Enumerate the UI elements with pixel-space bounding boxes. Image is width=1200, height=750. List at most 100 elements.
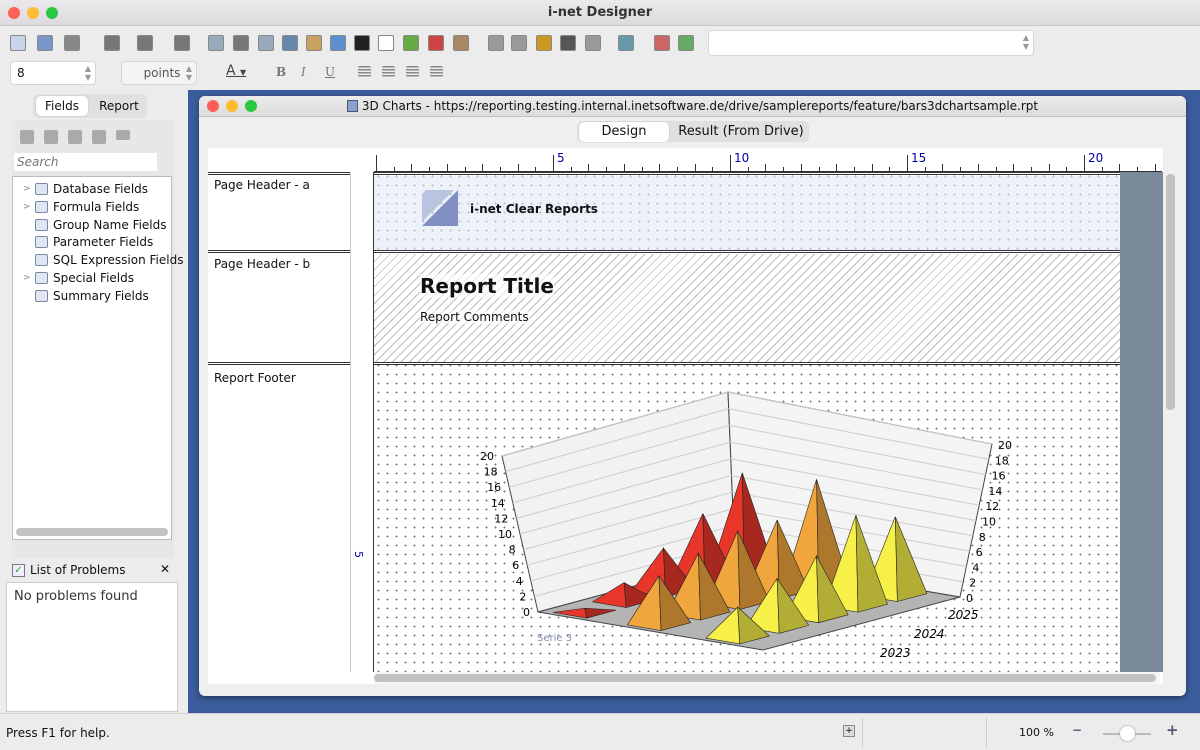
chart-icon[interactable] [330,35,346,51]
image-icon[interactable] [403,35,419,51]
sort-icon[interactable] [560,35,576,51]
edit-field-icon[interactable] [44,130,58,144]
tab-fields[interactable]: Fields [36,96,88,116]
gridline [509,424,986,488]
tree-item[interactable]: SQL Expression Fields [35,251,183,269]
search-input[interactable] [14,153,157,171]
hierarchy-icon[interactable] [618,35,634,51]
expand-arrow-icon[interactable]: > [23,201,31,212]
check-icon[interactable] [678,35,694,51]
font-size-field[interactable]: 8 ▲ ▼ [10,61,96,85]
group-icon[interactable] [233,35,249,51]
open-icon[interactable] [37,35,53,51]
vertical-scrollbar[interactable] [1166,174,1175,410]
new-window-icon[interactable]: + [843,725,855,737]
duplicate-field-icon[interactable] [92,130,106,144]
font-color-button[interactable]: A ▼ [226,63,247,79]
tab-report[interactable]: Report [99,99,139,113]
ruler-tick [712,167,714,171]
report-comments-field[interactable]: Report Comments [420,310,529,324]
align-right-icon[interactable] [406,66,419,77]
crosstab-icon[interactable] [282,35,298,51]
y-tick-label-left: 2 [519,590,526,603]
ruler-tick [871,164,873,171]
box-field-icon[interactable] [306,35,322,51]
ruler-label: 5 [557,151,565,165]
line-icon[interactable] [354,35,370,51]
3d-chart[interactable]: 0022446688101012121414161618182020202520… [374,366,1120,672]
document-title: 3D Charts - https://reporting.testing.in… [361,99,1039,113]
tree-item[interactable]: > Formula Fields [23,199,140,214]
text-field-icon[interactable] [208,35,224,51]
format-painter-icon[interactable] [174,35,190,51]
section-label-page-header-a[interactable]: Page Header - a [214,178,310,192]
subreport-icon[interactable] [258,35,274,51]
expand-arrow-icon[interactable]: > [23,273,31,283]
y-tick-label-right: 0 [966,592,973,605]
problems-message: No problems found [6,582,178,712]
maximize-doc-button[interactable] [245,100,257,112]
help-text: Press F1 for help. [6,726,110,740]
zoom-out-button[interactable]: − [1072,723,1083,737]
redo-icon[interactable] [137,35,153,51]
tree-item[interactable]: > Special Fields [23,271,134,285]
new-icon[interactable] [10,35,26,51]
properties-icon[interactable] [654,35,670,51]
section-icon[interactable] [488,35,504,51]
save-icon[interactable] [64,35,80,51]
unit-select[interactable]: points ▲ ▼ [121,61,197,85]
record-icon[interactable] [585,35,601,51]
key-icon[interactable] [536,35,552,51]
tree-item[interactable]: Parameter Fields [35,233,153,251]
rectangle-icon[interactable] [378,35,394,51]
tree-item[interactable]: Group Name Fields [35,216,167,234]
delete-field-icon[interactable] [68,130,82,144]
zoom-value: 100 % [1019,726,1054,739]
database-icon[interactable] [453,35,469,51]
align-left-icon[interactable] [358,66,371,77]
close-icon[interactable]: ✕ [160,562,171,576]
tree-item[interactable]: Summary Fields [35,287,149,305]
vertical-ruler: 5 [350,172,374,672]
close-doc-button[interactable] [207,100,219,112]
logo-icon [422,190,458,226]
minimize-window-button[interactable] [27,7,39,19]
tab-result[interactable]: Result (From Drive) [678,124,804,139]
justify-icon[interactable] [430,66,443,77]
series-label: Serie 3 [537,633,572,644]
section-label-page-header-b[interactable]: Page Header - b [214,257,311,271]
report-title-field[interactable]: Report Title [420,274,554,298]
zoom-slider-handle[interactable] [1120,726,1135,741]
ruler-tick [1066,167,1068,171]
section-label-report-footer[interactable]: Report Footer [214,371,296,385]
y-tick-label-right: 18 [995,454,1009,467]
align-center-icon[interactable] [382,66,395,77]
ruler-tick [960,167,962,171]
checklist-icon: ✓ [12,564,25,577]
tab-design[interactable]: Design [579,122,669,142]
close-window-button[interactable] [8,7,20,19]
ruler-tick [800,164,802,171]
minimize-doc-button[interactable] [226,100,238,112]
category-label: 2023 [880,646,911,660]
ruler-tick [553,155,554,171]
expand-arrow-icon[interactable]: > [23,184,31,194]
section-expert-icon[interactable] [511,35,527,51]
tree-scrollbar[interactable] [16,528,168,536]
style-combo[interactable]: ▲ ▼ [708,30,1034,56]
form-icon[interactable] [428,35,444,51]
italic-button[interactable]: I [301,65,306,79]
maximize-window-button[interactable] [46,7,58,19]
tree-item[interactable]: > Database Fields [23,182,149,196]
underline-button[interactable]: U [325,65,336,79]
y-tick-label-right: 8 [979,531,986,544]
zoom-in-button[interactable]: + [1166,721,1179,739]
bold-button[interactable]: B [276,65,287,79]
horizontal-scrollbar[interactable] [374,674,1156,682]
ruler-tick [783,167,785,171]
copy-field-icon[interactable] [20,130,34,144]
rename-field-icon[interactable] [116,130,130,140]
pyramid-bar [553,607,617,619]
undo-icon[interactable] [104,35,120,51]
formula-icon [35,200,48,213]
